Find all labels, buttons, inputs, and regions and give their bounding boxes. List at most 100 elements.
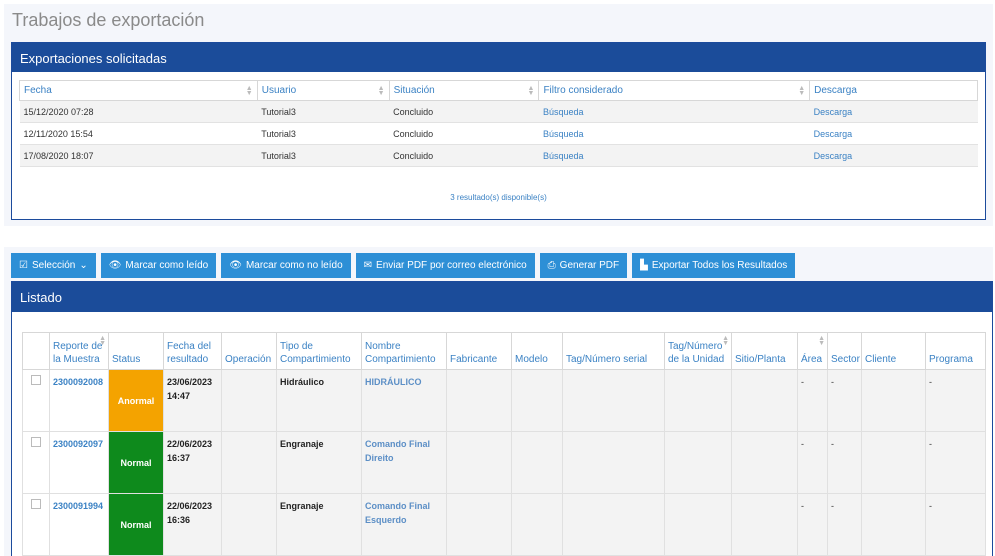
cell-sitio — [731, 493, 798, 556]
cell-fecha: 12/11/2020 15:54 — [19, 122, 258, 145]
row-checkbox[interactable] — [22, 431, 50, 494]
cell-modelo — [511, 493, 563, 556]
cell-fabricante — [446, 493, 512, 556]
report-link[interactable]: 2300092097 — [49, 431, 109, 494]
cell-programa: - — [925, 369, 986, 432]
cell-area: - — [797, 431, 828, 494]
cell-fecha-resultado: 22/06/2023 16:36 — [163, 493, 222, 556]
selection-dropdown-button[interactable]: ☑ Selección ⌄ — [11, 253, 96, 278]
col-header-programa[interactable]: Programa — [925, 332, 986, 370]
col-header-area[interactable]: Área ▲ ▼ — [797, 332, 828, 370]
col-header-situacion[interactable]: Situación ▲ ▼ — [388, 80, 540, 101]
cell-nombre: Comando Final Direito — [361, 431, 447, 494]
sort-icon: ▲ ▼ — [798, 85, 806, 97]
exports-panel: Exportaciones solicitadas Fecha ▲ ▼ Usuari… — [11, 42, 986, 220]
cell-area: - — [797, 369, 828, 432]
mark-unread-button[interactable]: 👁 Marcar como no leído — [221, 253, 351, 278]
exports-table: Fecha ▲ ▼ Usuario ▲ ▼ Situación ▲ ▼ Filtro con… — [19, 80, 978, 167]
cell-operacion — [221, 431, 277, 494]
cell-cliente — [861, 369, 926, 432]
cell-tag-unidad — [664, 431, 732, 494]
sort-icon: ▲ ▼ — [99, 335, 106, 347]
cell-sitio — [731, 431, 798, 494]
report-link[interactable]: 2300091994 — [49, 493, 109, 556]
col-header-usuario[interactable]: Usuario ▲ ▼ — [256, 80, 390, 101]
download-link[interactable]: Descarga — [809, 122, 978, 145]
download-link[interactable]: Descarga — [809, 100, 978, 123]
checkbox-icon: ☑ — [19, 260, 28, 271]
sort-icon: ▲ ▼ — [245, 85, 253, 97]
col-header-tag-serial[interactable]: Tag/Número serial — [562, 332, 665, 370]
status-badge: Normal — [108, 493, 164, 556]
cell-usuario: Tutorial3 — [257, 100, 390, 123]
col-header-fabricante[interactable]: Fabricante — [446, 332, 512, 370]
cell-tag-serial — [562, 431, 665, 494]
filter-link[interactable]: Búsqueda — [538, 122, 810, 145]
toolbar: ☑ Selección ⌄ 👁 Marcar como leído 👁 Marc… — [11, 253, 796, 278]
col-header-tag-unidad[interactable]: Tag/Número de la Unidad ▲ ▼ — [664, 332, 732, 370]
cell-operacion — [221, 493, 277, 556]
listing-panel: Listado Reporte de la Muestra ▲ ▼ Status F… — [11, 281, 993, 556]
envelope-icon: ✉ — [363, 260, 373, 271]
mark-read-button[interactable]: 👁 Marcar como leído — [100, 253, 217, 278]
cell-sector: - — [827, 493, 862, 556]
cell-situacion: Concluido — [389, 122, 539, 145]
col-header-filtro[interactable]: Filtro considerado ▲ ▼ — [538, 80, 811, 101]
col-header-fecha-resultado[interactable]: Fecha del resultado — [163, 332, 222, 370]
table-row: 15/12/2020 07:28 Tutorial3 Concluido Bús… — [19, 100, 978, 123]
sort-icon: ▲ ▼ — [722, 335, 729, 347]
col-header-tipo-compartimiento[interactable]: Tipo de Compartimiento — [276, 332, 362, 370]
export-all-button[interactable]: ▙ Exportar Todos los Resultados — [632, 253, 796, 278]
cell-sitio — [731, 369, 798, 432]
cell-modelo — [511, 431, 563, 494]
cell-cliente — [861, 493, 926, 556]
results-count: 3 resultado(s) disponible(s) — [450, 193, 547, 202]
exports-panel-title: Exportaciones solicitadas — [12, 43, 985, 72]
results-table: Reporte de la Muestra ▲ ▼ Status Fecha del… — [22, 332, 986, 556]
report-link[interactable]: 2300092008 — [49, 369, 109, 432]
table-row[interactable]: 2300092097 Normal 22/06/2023 16:37 Engra… — [22, 431, 986, 494]
col-header-reporte[interactable]: Reporte de la Muestra ▲ ▼ — [49, 332, 109, 370]
col-header-sector[interactable]: Sector — [827, 332, 862, 370]
send-pdf-email-button[interactable]: ✉ Enviar PDF por correo electrónico — [355, 253, 535, 278]
cell-situacion: Concluido — [389, 144, 539, 167]
cell-tipo: Engranaje — [276, 493, 362, 556]
table-row[interactable]: 2300091994 Normal 22/06/2023 16:36 Engra… — [22, 493, 986, 556]
status-badge: Normal — [108, 431, 164, 494]
cell-tag-unidad — [664, 493, 732, 556]
cell-fabricante — [446, 369, 512, 432]
filter-link[interactable]: Búsqueda — [538, 100, 810, 123]
eye-icon: 👁 — [108, 260, 122, 271]
col-header-modelo[interactable]: Modelo — [511, 332, 563, 370]
listing-section: ☑ Selección ⌄ 👁 Marcar como leído 👁 Marc… — [4, 247, 993, 556]
cell-programa: - — [925, 431, 986, 494]
cell-tag-serial — [562, 369, 665, 432]
cell-operacion — [221, 369, 277, 432]
generate-pdf-button[interactable]: ⎙ Generar PDF — [539, 253, 628, 278]
status-badge: Anormal — [108, 369, 164, 432]
cell-tag-unidad — [664, 369, 732, 432]
listing-panel-title: Listado — [12, 282, 992, 312]
cell-fecha-resultado: 23/06/2023 14:47 — [163, 369, 222, 432]
sort-icon: ▲ ▼ — [527, 85, 535, 97]
col-header-operacion[interactable]: Operación — [221, 332, 277, 370]
cell-situacion: Concluido — [389, 100, 539, 123]
row-checkbox[interactable] — [22, 493, 50, 556]
col-header-fecha[interactable]: Fecha ▲ ▼ — [19, 80, 258, 101]
cell-nombre: Comando Final Esquerdo — [361, 493, 447, 556]
cell-modelo — [511, 369, 563, 432]
col-header-nombre-compartimiento[interactable]: Nombre Compartimiento — [361, 332, 447, 370]
page-title: Trabajos de exportación — [12, 10, 205, 30]
row-checkbox[interactable] — [22, 369, 50, 432]
cell-usuario: Tutorial3 — [257, 122, 390, 145]
col-header-status[interactable]: Status — [108, 332, 164, 370]
eye-slash-icon: 👁 — [229, 260, 242, 271]
cell-programa: - — [925, 493, 986, 556]
file-icon: ▙ — [640, 260, 648, 271]
col-header-cliente[interactable]: Cliente — [861, 332, 926, 370]
col-header-sitio[interactable]: Sitio/Planta — [731, 332, 798, 370]
table-row[interactable]: 2300092008 Anormal 23/06/2023 14:47 Hidr… — [22, 369, 986, 432]
download-link[interactable]: Descarga — [809, 144, 978, 167]
filter-link[interactable]: Búsqueda — [538, 144, 810, 167]
chevron-down-icon: ⌄ — [79, 260, 88, 271]
